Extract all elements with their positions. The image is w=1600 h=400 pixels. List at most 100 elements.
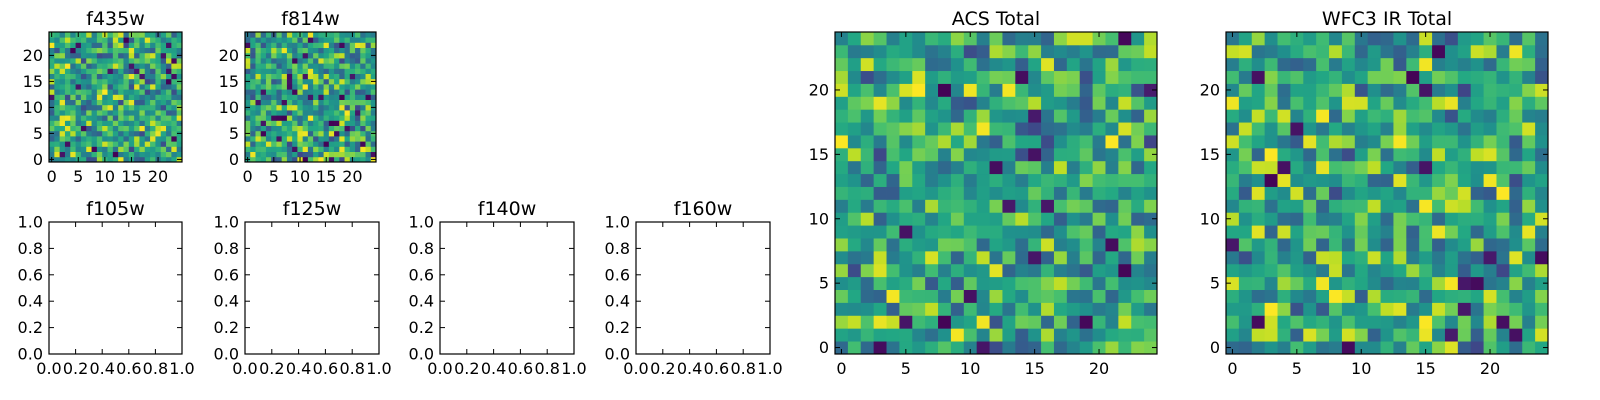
heatmap-cell [1290, 276, 1304, 290]
heatmap-cell [286, 78, 293, 85]
heatmap-cell [286, 151, 293, 158]
heatmap-cell [886, 147, 900, 162]
heatmap-cell [1354, 341, 1369, 355]
heatmap-cell [128, 58, 135, 64]
heatmap-cell [1367, 44, 1381, 59]
heatmap-cell [938, 186, 952, 200]
heatmap-cell [899, 302, 913, 316]
heatmap-cell [886, 276, 900, 290]
heatmap-cell [976, 173, 990, 187]
heatmap-cell [847, 302, 862, 316]
heatmap-cell [344, 52, 351, 59]
heatmap-cell [292, 58, 298, 64]
heatmap-cell [128, 78, 135, 85]
heatmap-cell [976, 276, 990, 290]
heatmap-cell [1496, 57, 1510, 72]
heatmap-cell [344, 89, 351, 95]
heatmap-cell [128, 120, 135, 126]
heatmap-cell [171, 84, 178, 90]
heatmap-cell [107, 141, 114, 147]
heatmap-cell [265, 47, 272, 54]
heatmap-cell [1105, 135, 1119, 149]
heatmap-cell [912, 315, 926, 329]
heatmap-cell [271, 151, 277, 158]
heatmap-cell [265, 58, 272, 64]
heatmap-cell [349, 151, 356, 158]
heatmap-cell [281, 63, 288, 69]
heatmap-cell [250, 84, 256, 90]
heatmap-cell [912, 70, 926, 84]
heatmap-cell [123, 151, 130, 158]
heatmap-cell [860, 315, 875, 329]
heatmap-cell [107, 58, 114, 64]
heatmap-cell [297, 89, 304, 95]
heatmap-cell [107, 84, 114, 90]
heatmap-cell [365, 146, 372, 152]
heatmap-cell [349, 42, 356, 48]
heatmap-cell [139, 136, 146, 142]
heatmap-cell [171, 136, 178, 142]
heatmap-cell [1432, 238, 1446, 252]
heatmap-cell [1002, 32, 1016, 46]
heatmap-cell [70, 32, 76, 38]
heatmap-cell [102, 104, 108, 111]
heatmap-cell [355, 78, 361, 85]
heatmap-cell [96, 84, 103, 90]
heatmap-cell [1066, 315, 1081, 329]
heatmap-cell [1053, 212, 1068, 226]
heatmap-cells [49, 32, 183, 163]
heatmap-cell [899, 289, 913, 303]
heatmap-cell [176, 120, 183, 126]
heatmap-cell [302, 136, 309, 142]
heatmap-cell [64, 52, 71, 59]
heatmap-cell [1509, 32, 1523, 46]
heatmap-cell [1092, 44, 1106, 59]
heatmap-cell [297, 42, 304, 48]
heatmap-cell [1041, 32, 1055, 46]
heatmap-cell [355, 42, 361, 48]
heatmap-cell [1002, 70, 1016, 84]
heatmap-cell [1131, 173, 1145, 187]
heatmap-cell [70, 84, 76, 90]
heatmap-cell [318, 89, 324, 95]
heatmap-cell [873, 173, 887, 187]
heatmap-cell [1380, 263, 1394, 278]
heatmap-cell [265, 78, 272, 85]
heatmap-cell [1079, 135, 1093, 149]
heatmap-cell [176, 94, 183, 100]
heatmap-cell [1118, 328, 1132, 342]
heatmap-cell [1316, 238, 1330, 252]
heatmap-cell [1144, 276, 1158, 290]
heatmap-cell [1393, 147, 1407, 162]
heatmap-cell [1470, 57, 1484, 72]
heatmap-cell [166, 136, 172, 142]
heatmap-cell [286, 63, 293, 69]
heatmap-cell [344, 120, 351, 126]
heatmap-cell [365, 141, 372, 147]
heatmap-cell [323, 99, 330, 106]
heatmap-cell [860, 70, 875, 84]
heatmap-cell [123, 73, 130, 80]
heatmap-cell [860, 225, 875, 239]
heatmap-cell [102, 73, 108, 80]
heatmap-cell [1105, 328, 1119, 342]
heatmap-cell [976, 302, 990, 316]
heatmap-cell [1002, 199, 1016, 213]
heatmap-cell [912, 147, 926, 162]
heatmap-cell [365, 89, 372, 95]
heatmap-cell [938, 57, 952, 72]
heatmap-cell [938, 341, 952, 355]
heatmap-cell [70, 52, 76, 59]
x-tick-label: 0.8 [730, 359, 755, 378]
heatmap-cell [899, 199, 913, 213]
heatmap-cell [302, 94, 309, 100]
heatmap-cell [160, 115, 167, 121]
heatmap-cell [118, 52, 124, 59]
heatmap-cell [1354, 135, 1369, 149]
heatmap-cell [989, 173, 1003, 187]
heatmap-cell [1041, 147, 1055, 162]
heatmap-cell [1354, 199, 1369, 213]
heatmap-cell [1406, 302, 1420, 316]
y-tick-label: 5 [1210, 274, 1220, 293]
